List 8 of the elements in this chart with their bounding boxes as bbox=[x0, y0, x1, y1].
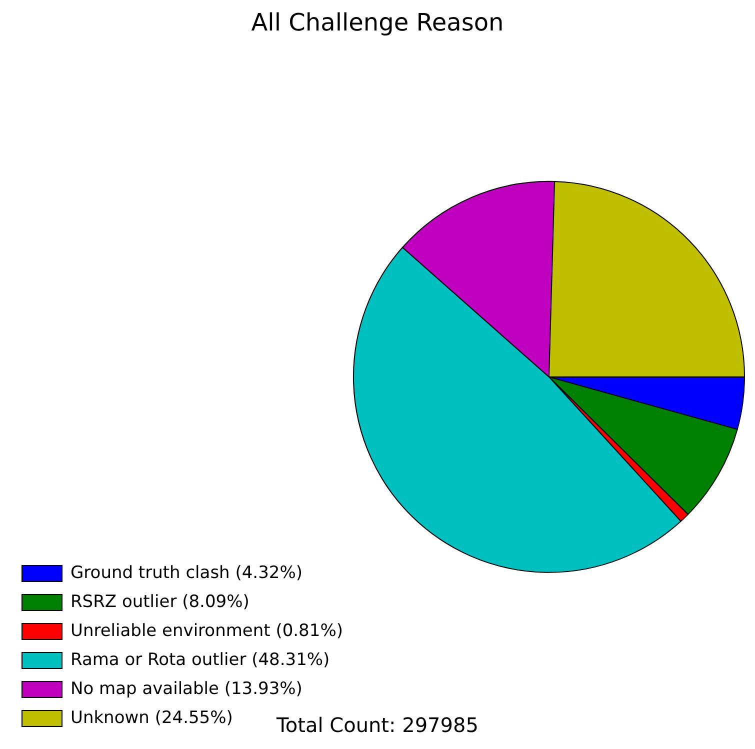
legend-label: Ground truth clash (4.32%) bbox=[70, 562, 302, 583]
chart-title: All Challenge Reason bbox=[251, 8, 504, 37]
legend-label: No map available (13.93%) bbox=[70, 678, 302, 699]
legend-label: Unknown (24.55%) bbox=[70, 708, 233, 728]
legend-label: Rama or Rota outlier (48.31%) bbox=[70, 650, 330, 670]
legend-label: Unreliable environment (0.81%) bbox=[70, 620, 343, 641]
text: Total Count: 297985 bbox=[276, 713, 478, 738]
legend-label: RSRZ outlier (8.09%) bbox=[70, 592, 250, 612]
